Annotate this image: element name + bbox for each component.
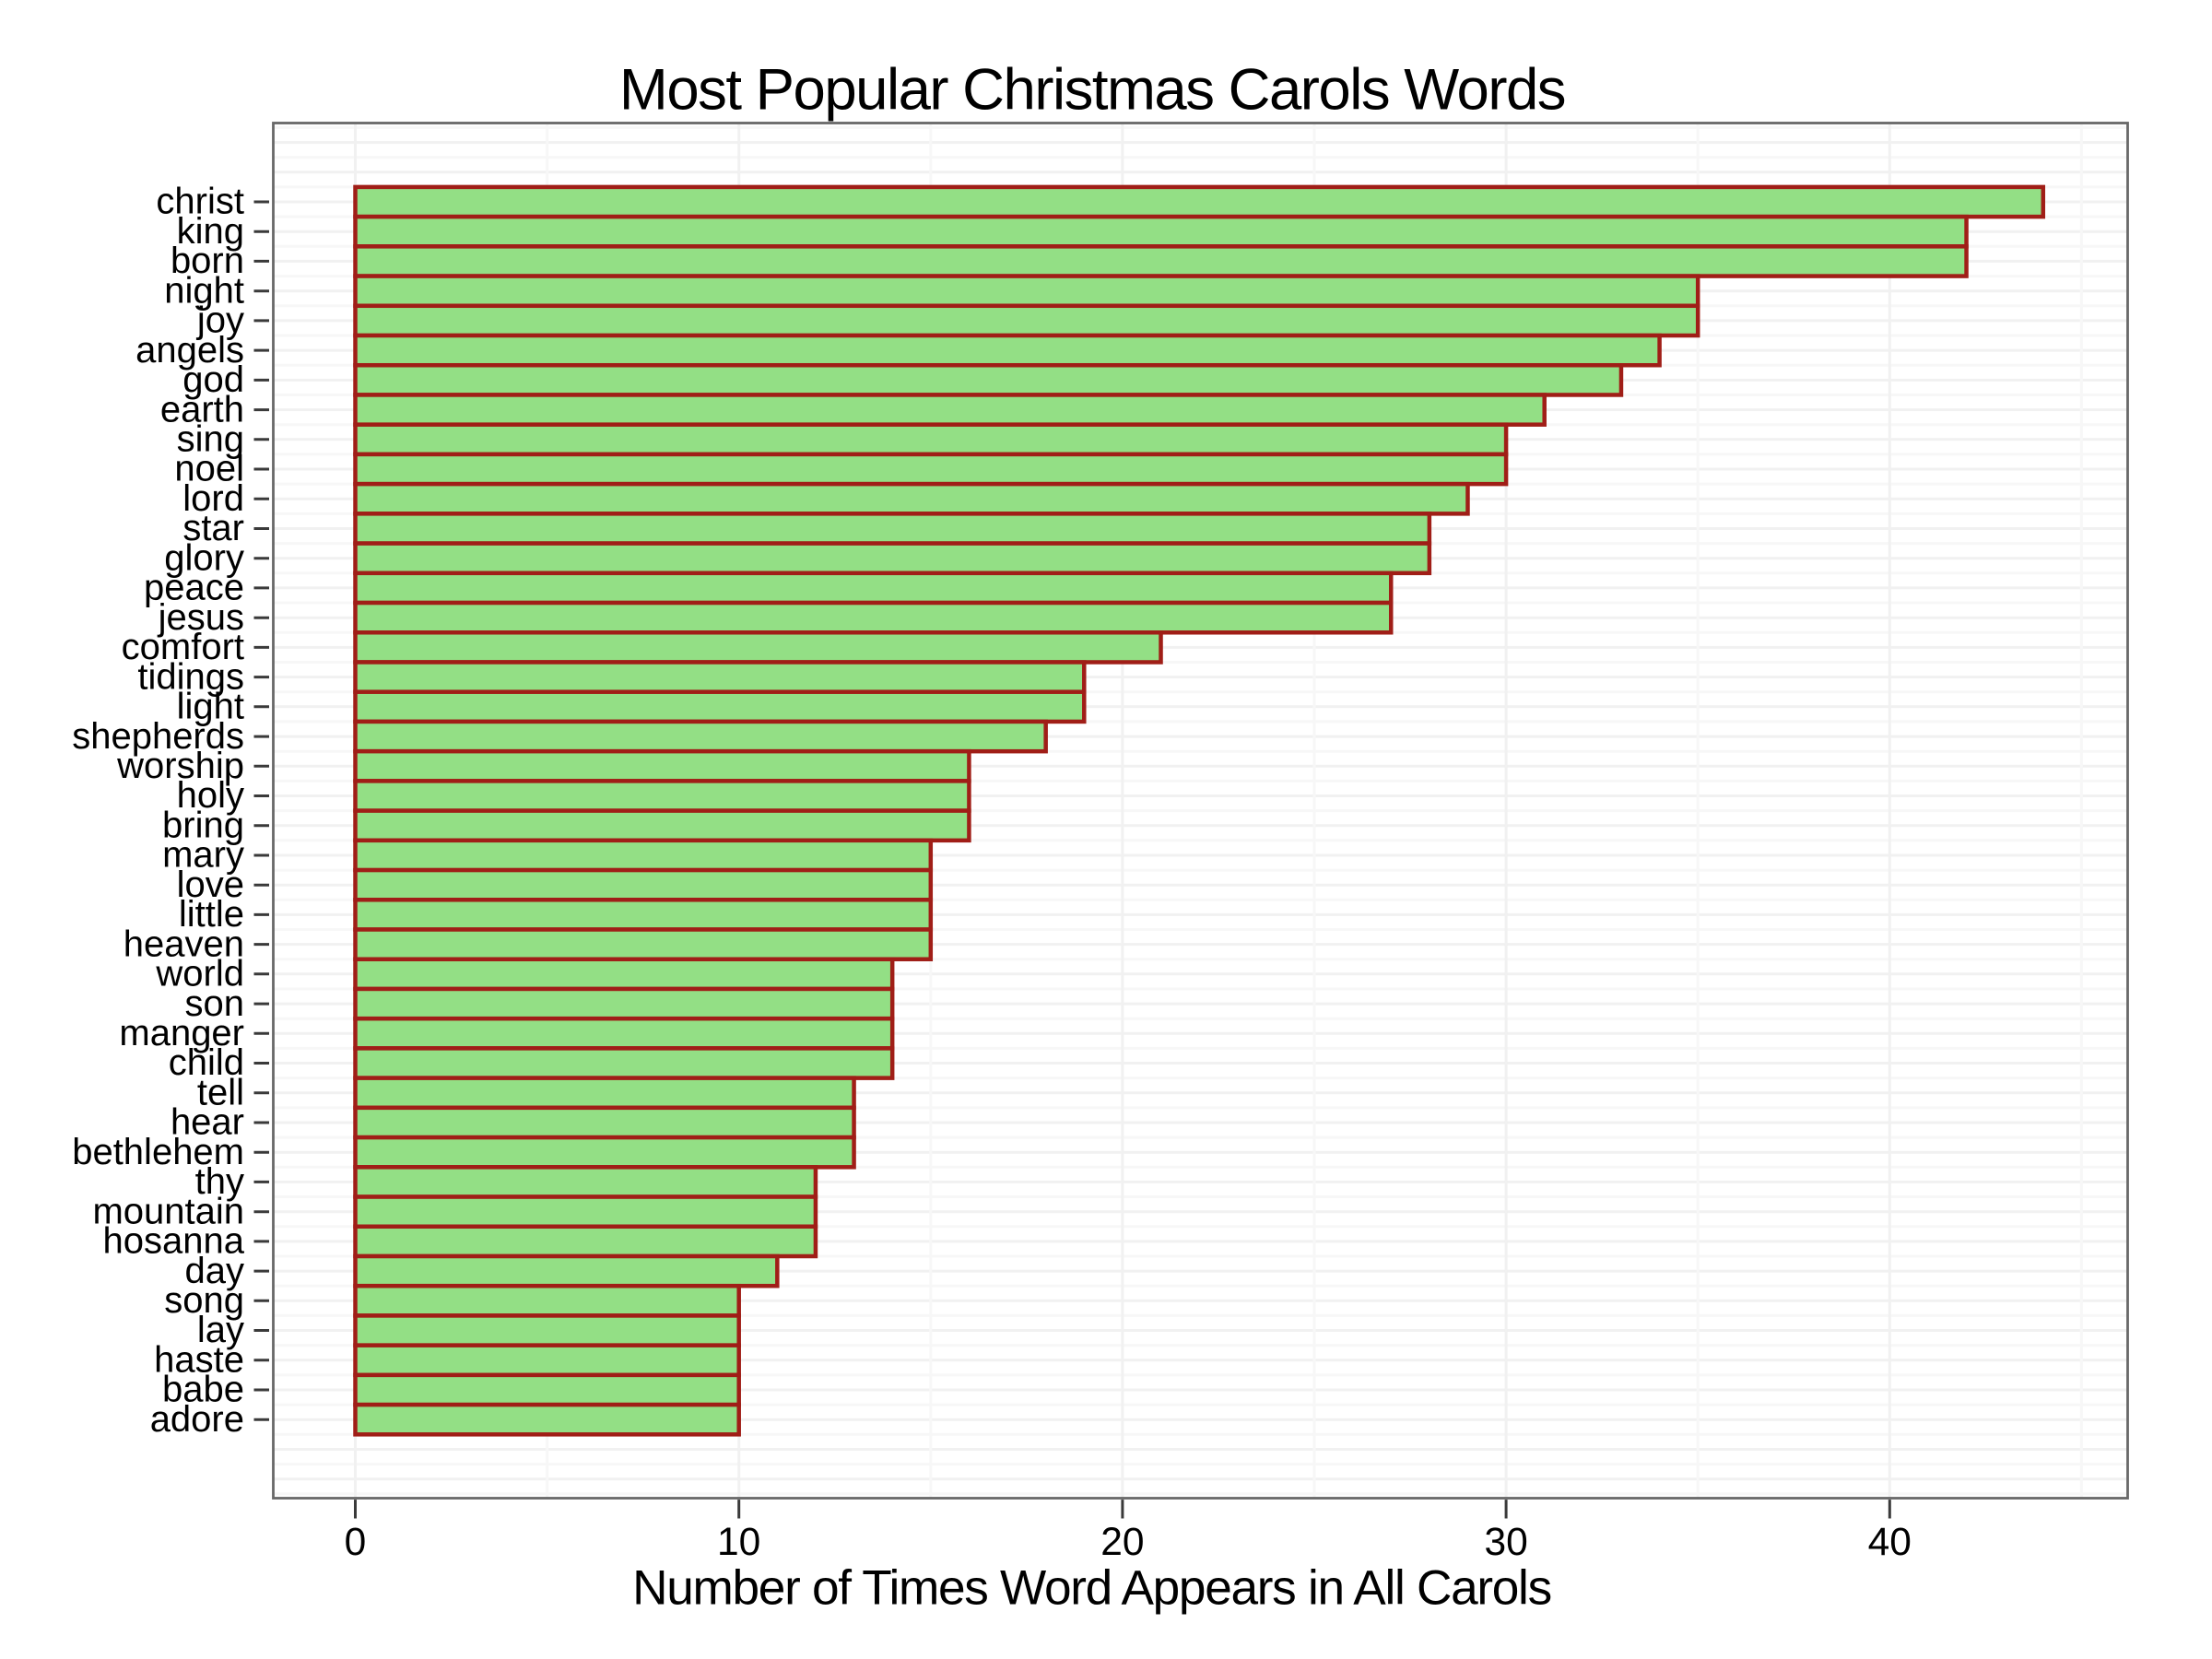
svg-text:lord: lord — [182, 478, 244, 519]
svg-text:comfort: comfort — [122, 627, 244, 667]
svg-text:babe: babe — [162, 1370, 244, 1410]
svg-text:light: light — [177, 687, 244, 727]
svg-text:thy: thy — [195, 1161, 244, 1202]
svg-text:bethlehem: bethlehem — [72, 1132, 244, 1172]
svg-text:heaven: heaven — [124, 924, 244, 964]
svg-text:mountain: mountain — [92, 1191, 244, 1231]
svg-text:adore: adore — [150, 1399, 244, 1440]
svg-text:10: 10 — [717, 1521, 760, 1564]
svg-text:earth: earth — [160, 389, 244, 429]
svg-text:30: 30 — [1484, 1521, 1527, 1564]
svg-text:peace: peace — [144, 568, 244, 608]
svg-text:tidings: tidings — [137, 656, 244, 697]
svg-text:manger: manger — [119, 1013, 244, 1053]
svg-text:shepherds: shepherds — [72, 716, 244, 757]
svg-text:Number of Times Word Appears i: Number of Times Word Appears in All Caro… — [632, 1561, 1551, 1616]
svg-text:20: 20 — [1100, 1521, 1144, 1564]
svg-text:child: child — [169, 1042, 244, 1083]
svg-text:glory: glory — [164, 537, 244, 578]
svg-text:bring: bring — [162, 805, 244, 845]
svg-text:jesus: jesus — [158, 597, 244, 638]
svg-text:day: day — [185, 1251, 245, 1291]
svg-text:Most Popular Christmas Carols: Most Popular Christmas Carols Words — [619, 58, 1565, 123]
svg-text:hosanna: hosanna — [103, 1221, 245, 1262]
svg-text:night: night — [164, 270, 244, 311]
svg-text:sing: sing — [177, 419, 244, 460]
svg-text:world: world — [155, 954, 244, 994]
svg-text:haste: haste — [154, 1340, 244, 1381]
svg-text:son: son — [185, 983, 245, 1024]
svg-text:god: god — [182, 359, 244, 400]
svg-text:lay: lay — [197, 1310, 244, 1350]
svg-text:star: star — [182, 508, 244, 548]
svg-text:worship: worship — [116, 746, 244, 786]
svg-text:song: song — [164, 1280, 244, 1321]
svg-text:noel: noel — [174, 449, 244, 489]
svg-text:hear: hear — [171, 1102, 244, 1143]
svg-text:mary: mary — [162, 835, 244, 876]
svg-text:king: king — [177, 211, 244, 252]
svg-text:0: 0 — [345, 1521, 367, 1564]
svg-text:love: love — [177, 865, 244, 905]
svg-text:40: 40 — [1868, 1521, 1912, 1564]
svg-text:born: born — [171, 241, 244, 281]
svg-text:tell: tell — [197, 1073, 244, 1113]
svg-text:holy: holy — [177, 775, 244, 816]
svg-text:christ: christ — [156, 182, 244, 222]
svg-text:little: little — [179, 894, 244, 935]
svg-text:angels: angels — [135, 330, 244, 371]
svg-text:joy: joy — [196, 300, 244, 341]
